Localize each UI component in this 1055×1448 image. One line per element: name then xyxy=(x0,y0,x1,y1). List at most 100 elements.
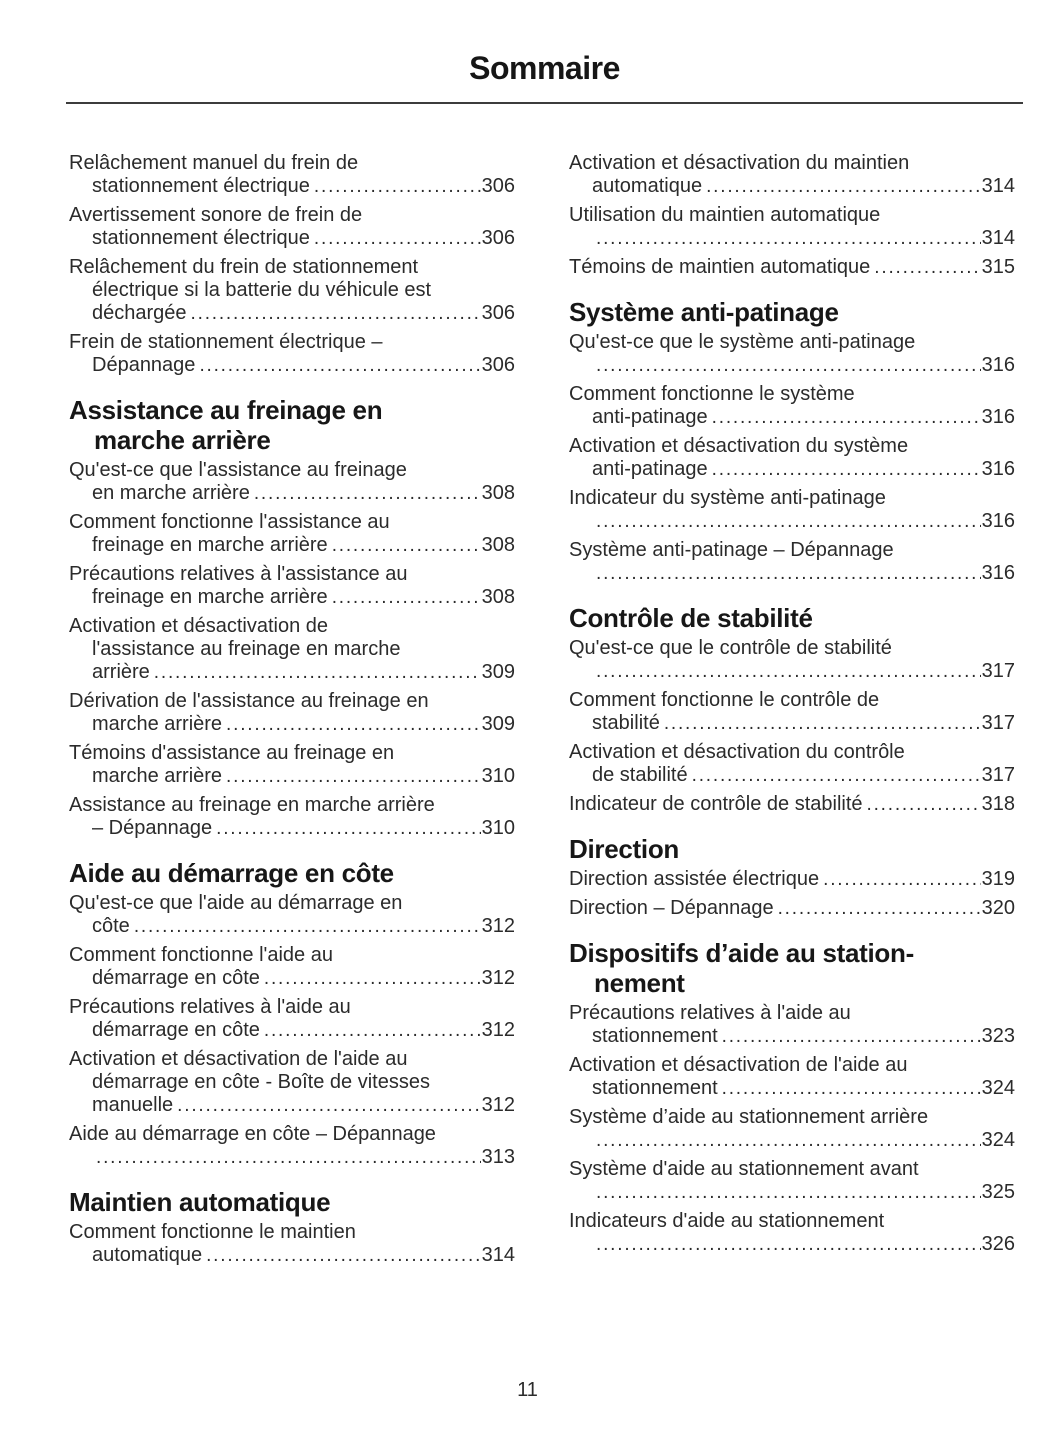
entry-line: Activation et désactivation de l'aide au xyxy=(569,1054,908,1076)
dot-leader xyxy=(596,562,981,585)
dot-leader xyxy=(191,302,481,325)
entry-page-number: 314 xyxy=(981,227,1015,249)
dot-leader xyxy=(216,817,481,840)
toc-columns: Relâchement manuel du frein de stationnem… xyxy=(69,152,1055,1273)
entry-page-number: 312 xyxy=(481,967,515,989)
toc-entry: Qu'est-ce que l'assistance au freinage en… xyxy=(69,459,515,505)
dot-leader xyxy=(823,868,981,891)
dot-leader xyxy=(332,534,481,557)
entry-line: Utilisation du maintien automatique xyxy=(569,204,881,226)
section-heading: Maintien automatique xyxy=(69,1187,331,1217)
entry-text: automatique xyxy=(592,175,703,197)
toc-section: Aide au démarrage en côte Qu'est-ce que l… xyxy=(69,858,515,1169)
entry-last-line: stationnement 324 xyxy=(569,1077,1015,1100)
toc-entry: Avertissement sonore de frein de stationn… xyxy=(69,204,515,250)
entry-last-line: en marche arrière 308 xyxy=(69,482,515,505)
section-heading: Aide au démarrage en côte xyxy=(69,858,394,888)
dot-leader xyxy=(722,1077,981,1100)
dot-leader xyxy=(706,175,981,198)
dot-leader xyxy=(226,713,481,736)
entry-page-number: 306 xyxy=(481,302,515,324)
entry-page-number: 308 xyxy=(481,534,515,556)
entry-line: Relâchement manuel du frein de xyxy=(69,152,359,174)
entry-text: démarrage en côte xyxy=(92,1019,260,1041)
entry-page-number: 306 xyxy=(481,227,515,249)
entry-line: Comment fonctionne le système xyxy=(569,383,855,405)
entry-line: Système d’aide au stationnement arrière xyxy=(569,1106,929,1128)
toc-entry: Activation et désactivation de l'aide au… xyxy=(69,1048,515,1117)
entry-line: Qu'est-ce que l'aide au démarrage en xyxy=(69,892,403,914)
entry-page-number: 314 xyxy=(981,175,1015,197)
toc-entry: Activation et désactivation de l'assistan… xyxy=(69,615,515,684)
entry-page-number: 310 xyxy=(481,765,515,787)
toc-entry: Système d’aide au stationnement arrière 3… xyxy=(569,1106,1015,1152)
toc-section: Direction Direction assistée électrique 31… xyxy=(569,834,1015,920)
entry-line: Comment fonctionne le maintien xyxy=(69,1221,356,1243)
entry-text: anti-patinage xyxy=(592,458,708,480)
entry-last-line: 316 xyxy=(569,510,1015,533)
entry-line: Comment fonctionne le contrôle de xyxy=(569,689,880,711)
entry-line: Dérivation de l'assistance au freinage e… xyxy=(69,690,429,712)
entry-text: côte xyxy=(92,915,130,937)
toc-entry: Qu'est-ce que le système anti-patinage 31… xyxy=(569,331,1015,377)
entry-line: Précautions relatives à l'assistance au xyxy=(69,563,408,585)
entry-last-line: 317 xyxy=(569,660,1015,683)
entry-page-number: 316 xyxy=(981,562,1015,584)
toc-section: Activation et désactivation du maintien a… xyxy=(569,152,1015,279)
section-heading: Dispositifs d’aide au station- xyxy=(569,938,914,968)
entry-last-line: Témoins de maintien automatique 315 xyxy=(569,256,1015,279)
toc-entry: Précautions relatives à l'aide au station… xyxy=(569,1002,1015,1048)
entry-page-number: 320 xyxy=(981,897,1015,919)
entry-page-number: 324 xyxy=(981,1129,1015,1151)
entry-last-line: marche arrière 309 xyxy=(69,713,515,736)
entry-line: Qu'est-ce que le système anti-patinage xyxy=(569,331,916,353)
toc-section: Contrôle de stabilité Qu'est-ce que le co… xyxy=(569,603,1015,816)
dot-leader xyxy=(712,458,981,481)
entry-page-number: 324 xyxy=(981,1077,1015,1099)
entry-page-number: 313 xyxy=(481,1146,515,1168)
entry-last-line: anti-patinage 316 xyxy=(569,458,1015,481)
dot-leader xyxy=(596,1129,981,1152)
entry-page-number: 312 xyxy=(481,915,515,937)
dot-leader xyxy=(177,1094,480,1117)
entry-page-number: 316 xyxy=(981,510,1015,532)
toc-entry: Comment fonctionne le maintien automatiqu… xyxy=(69,1221,515,1267)
toc-entry: Indicateurs d'aide au stationnement 326 xyxy=(569,1210,1015,1256)
entry-text: freinage en marche arrière xyxy=(92,586,328,608)
entry-line: Précautions relatives à l'aide au xyxy=(69,996,351,1018)
toc-section: Maintien automatique Comment fonctionne l… xyxy=(69,1187,515,1267)
toc-entry: Comment fonctionne le système anti-patina… xyxy=(569,383,1015,429)
entry-page-number: 316 xyxy=(981,406,1015,428)
dot-leader xyxy=(712,406,981,429)
entry-line: Indicateur du système anti-patinage xyxy=(569,487,886,509)
entry-last-line: stabilité 317 xyxy=(569,712,1015,735)
toc-entry: Comment fonctionne l'assistance au freina… xyxy=(69,511,515,557)
entry-text: Direction – Dépannage xyxy=(569,897,774,919)
toc-entry: Témoins d'assistance au freinage en march… xyxy=(69,742,515,788)
entry-last-line: stationnement 323 xyxy=(569,1025,1015,1048)
dot-leader xyxy=(206,1244,481,1267)
entry-line: Activation et désactivation du maintien xyxy=(569,152,910,174)
entry-line: Activation et désactivation de l'aide au xyxy=(69,1048,408,1070)
entry-text: manuelle xyxy=(92,1094,174,1116)
dot-leader xyxy=(596,227,981,250)
dot-leader xyxy=(332,586,481,609)
entry-last-line: 314 xyxy=(569,227,1015,250)
entry-line: électrique si la batterie du véhicule es… xyxy=(92,279,432,301)
entry-last-line: Direction – Dépannage 320 xyxy=(569,897,1015,920)
page-title: Sommaire xyxy=(469,50,620,86)
toc-section: Système anti-patinage Qu'est-ce que le sy… xyxy=(569,297,1015,585)
entry-page-number: 325 xyxy=(981,1181,1015,1203)
entry-page-number: 315 xyxy=(981,256,1015,278)
entry-page-number: 323 xyxy=(981,1025,1015,1047)
entry-last-line: de stabilité 317 xyxy=(569,764,1015,787)
entry-page-number: 319 xyxy=(981,868,1015,890)
toc-entry: Relâchement du frein de stationnement éle… xyxy=(69,256,515,325)
entry-page-number: 316 xyxy=(981,354,1015,376)
entry-last-line: 326 xyxy=(569,1233,1015,1256)
toc-entry: Direction – Dépannage 320 xyxy=(569,897,1015,920)
entry-page-number: 312 xyxy=(481,1019,515,1041)
section-heading: nement xyxy=(594,968,685,998)
dot-leader xyxy=(874,256,980,279)
